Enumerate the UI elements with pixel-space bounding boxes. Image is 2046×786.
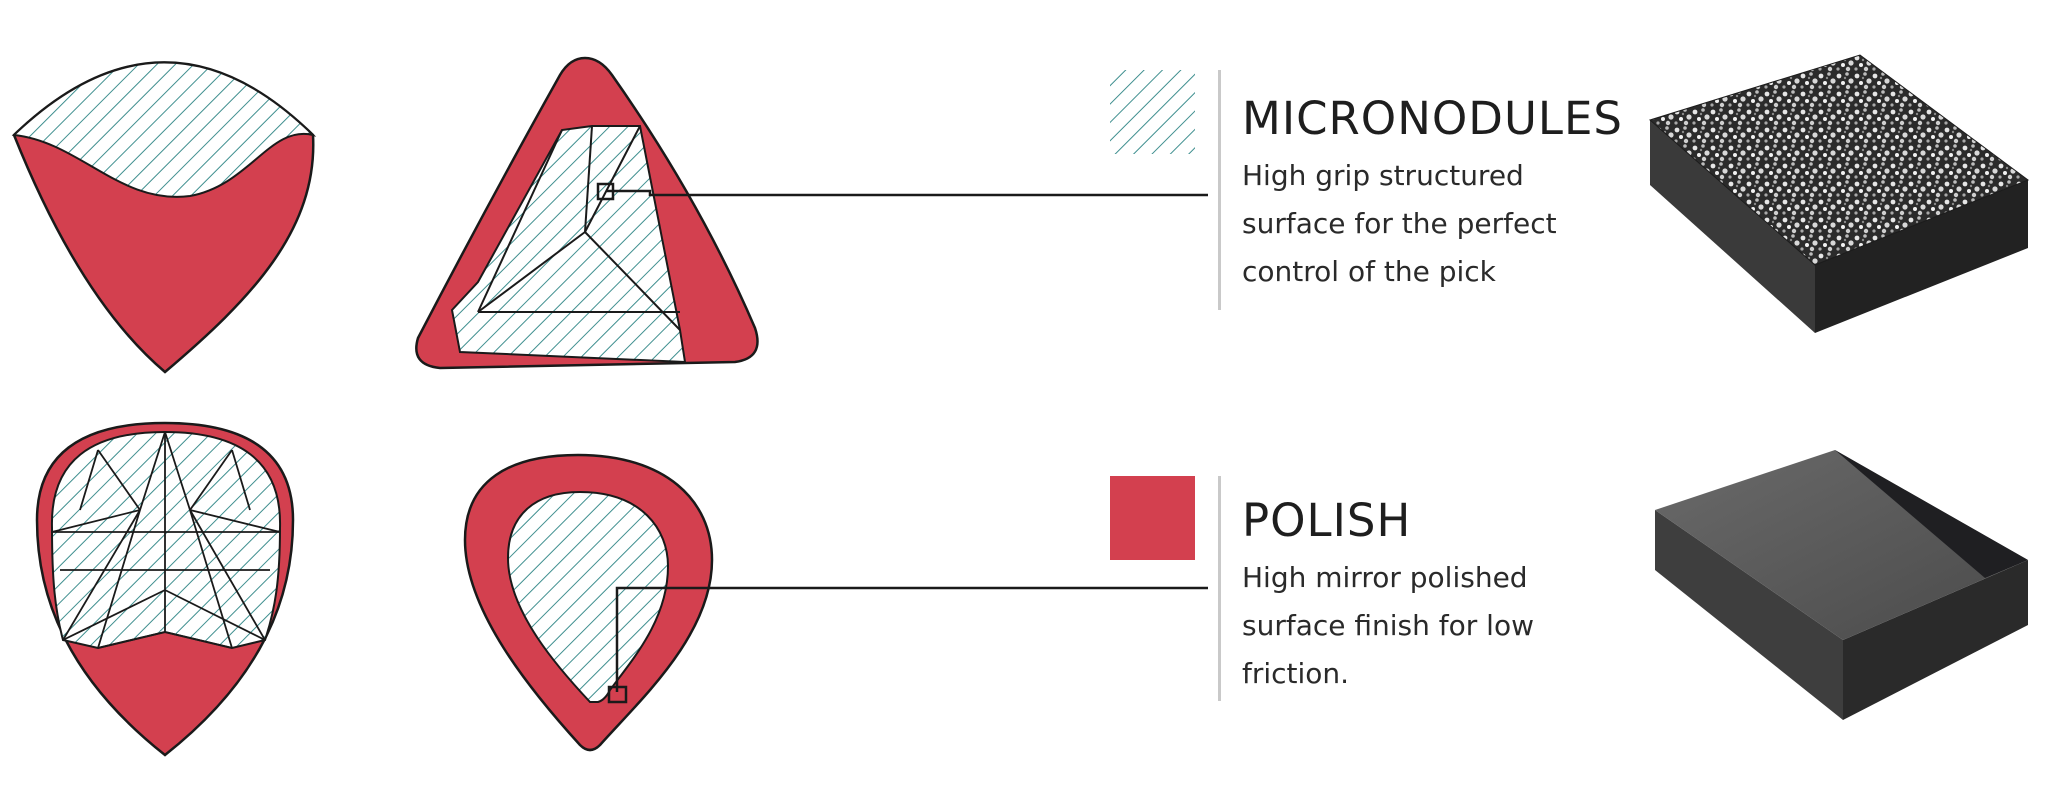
smooth-slab-right-side: [1843, 560, 2028, 720]
polish-description-line: friction.: [1242, 657, 1350, 690]
polish-title: POLISH: [1242, 494, 1412, 547]
rough-slab-left-side: [1650, 120, 1815, 333]
smooth-slab-dark-band: [1835, 450, 2028, 578]
rough-slab-top: [1648, 54, 2030, 266]
smooth-slab-top: [1655, 450, 2028, 640]
polish-swatch: [1110, 476, 1195, 560]
micronodules-material-sample: [1648, 54, 2030, 333]
pick-top-middle-facets: [477, 125, 681, 331]
polish-material-sample: [1655, 450, 2028, 720]
pick-bottom-left-facets: [51, 431, 281, 649]
rough-slab-right-side: [1815, 180, 2028, 333]
polish-description-line: High mirror polished: [1242, 561, 1528, 594]
pick-top-left-micronodule-area: [11, 61, 317, 198]
micronodules-divider: [1218, 70, 1221, 310]
micronodules-swatch: [1110, 70, 1195, 154]
micronodules-leader-line: [606, 189, 1208, 197]
micronodules-description-line: control of the pick: [1242, 255, 1496, 288]
micronodules-description-line: High grip structured: [1242, 159, 1524, 192]
polish-leader-line: [615, 586, 1208, 692]
polish-legend: POLISH High mirror polished surface fini…: [1242, 494, 1534, 698]
pick-top-middle: [415, 56, 759, 370]
pick-top-left: [11, 61, 317, 374]
micronodules-description-line: surface for the perfect: [1242, 207, 1557, 240]
micronodules-description: High grip structured surface for the per…: [1242, 152, 1623, 296]
polish-description: High mirror polished surface finish for …: [1242, 554, 1534, 698]
micronodules-legend: MICRONODULES High grip structured surfac…: [1242, 92, 1623, 296]
pick-bottom-left: [35, 421, 295, 757]
pick-bottom-middle-polish-inner: [506, 490, 670, 703]
pick-bottom-middle: [463, 453, 714, 752]
smooth-slab-left-side: [1655, 510, 1843, 720]
pick-bottom-left-micronodule-area: [50, 430, 282, 650]
micronodules-title: MICRONODULES: [1242, 92, 1623, 145]
polish-divider: [1218, 476, 1221, 701]
polish-description-line: surface finish for low: [1242, 609, 1534, 642]
